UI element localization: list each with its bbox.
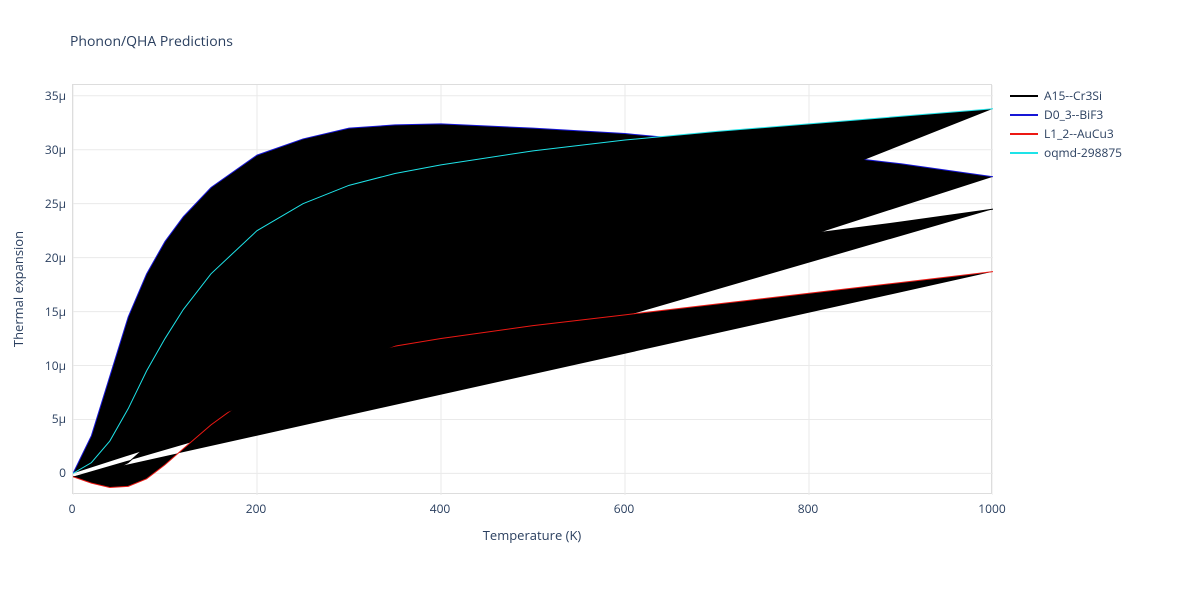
legend-swatch <box>1010 152 1038 154</box>
x-tick-label: 400 <box>425 500 455 517</box>
legend-swatch <box>1010 95 1038 97</box>
x-tick-label: 800 <box>793 500 823 517</box>
legend: A15--Cr3Si D0_3--BiF3 L1_2--AuCu3 oqmd-2988… <box>1010 86 1122 162</box>
legend-label: oqmd-298875 <box>1044 144 1122 161</box>
legend-label: A15--Cr3Si <box>1044 87 1102 104</box>
chart-container: Phonon/QHA Predictions Thermal expansion… <box>0 0 1200 600</box>
y-tick-label: 10μ <box>45 357 66 374</box>
legend-item[interactable]: L1_2--AuCu3 <box>1010 124 1122 143</box>
y-tick-label: 0 <box>59 464 66 481</box>
y-tick-label: 20μ <box>45 249 66 266</box>
y-axis-label: Thermal expansion <box>9 231 27 347</box>
x-axis-label: Temperature (K) <box>72 526 992 544</box>
x-tick-label: 200 <box>241 500 271 517</box>
x-tick-label: 0 <box>57 500 87 517</box>
y-tick-label: 30μ <box>45 141 66 158</box>
legend-label: L1_2--AuCu3 <box>1044 125 1114 142</box>
series-lines <box>73 109 993 488</box>
legend-swatch <box>1010 133 1038 135</box>
plot-area <box>72 84 992 494</box>
legend-label: D0_3--BiF3 <box>1044 106 1103 123</box>
y-axis-label-wrap: Thermal expansion <box>8 84 28 494</box>
x-tick-label: 1000 <box>977 500 1007 517</box>
legend-item[interactable]: oqmd-298875 <box>1010 143 1122 162</box>
y-tick-label: 15μ <box>45 303 66 320</box>
legend-item[interactable]: A15--Cr3Si <box>1010 86 1122 105</box>
plot-svg <box>73 85 993 495</box>
y-tick-label: 35μ <box>45 87 66 104</box>
legend-item[interactable]: D0_3--BiF3 <box>1010 105 1122 124</box>
y-tick-label: 25μ <box>45 195 66 212</box>
chart-title: Phonon/QHA Predictions <box>70 32 233 51</box>
legend-swatch <box>1010 114 1038 116</box>
y-tick-label: 5μ <box>52 410 66 427</box>
x-tick-label: 600 <box>609 500 639 517</box>
